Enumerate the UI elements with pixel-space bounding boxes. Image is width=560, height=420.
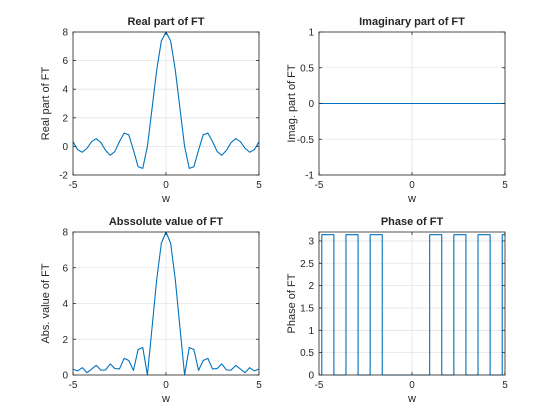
x-tick-label: 5	[256, 380, 262, 391]
x-axis-label: w	[161, 193, 170, 205]
x-tick-label: 0	[409, 180, 415, 191]
y-tick-label: 6	[62, 263, 68, 274]
y-tick-label: 2.5	[300, 259, 314, 270]
x-axis-label: w	[407, 393, 416, 405]
x-tick-label: -5	[315, 380, 324, 391]
y-tick-label: 2	[62, 335, 68, 346]
x-tick-label: 5	[256, 180, 262, 191]
y-tick-label: 1.5	[300, 303, 314, 314]
x-tick-label: -5	[69, 180, 78, 191]
x-tick-label: 0	[409, 380, 415, 391]
y-tick-label: 4	[62, 85, 68, 96]
y-axis-label: Imag. part of FT	[286, 64, 298, 143]
y-axis-label: Phase of FT	[286, 273, 298, 333]
subplot-2: -5 0 5 -1 -0.5 0 0.5 1 Imaginary part of FT w Imag…	[286, 16, 508, 205]
y-tick-label: 0	[62, 142, 68, 153]
y-tick-label: 3	[308, 236, 314, 247]
y-tick-label: -0.5	[297, 135, 315, 146]
y-tick-label: -1	[305, 171, 314, 182]
x-axis-label: w	[407, 193, 416, 205]
y-tick-label: 0.5	[300, 63, 314, 74]
x-tick-label: 0	[163, 380, 169, 391]
y-tick-label: -2	[59, 171, 68, 182]
x-tick-label: -5	[69, 380, 78, 391]
y-tick-label: 0	[308, 99, 314, 110]
y-axis-label: Real part of FT	[40, 67, 52, 141]
y-tick-label: 2	[308, 281, 314, 292]
x-tick-label: 0	[163, 180, 169, 191]
y-tick-label: 6	[62, 56, 68, 67]
y-tick-label: 2	[62, 113, 68, 124]
y-tick-label: 0	[308, 371, 314, 382]
y-tick-label: 1	[308, 28, 314, 39]
x-axis-label: w	[161, 393, 170, 405]
y-axis-label: Abs. value of FT	[40, 263, 52, 343]
chart-title: Real part of FT	[127, 16, 204, 28]
x-tick-label: 5	[502, 380, 508, 391]
subplot-1: -5 0 5 -2 0 2 4 6 8 Real part of FT w Real part of …	[40, 16, 262, 205]
y-tick-label: 8	[62, 28, 68, 39]
x-tick-label: -5	[315, 180, 324, 191]
chart-title: Imaginary part of FT	[359, 16, 465, 28]
chart-title: Phase of FT	[381, 216, 444, 228]
y-tick-label: 0	[62, 371, 68, 382]
y-tick-label: 4	[62, 299, 68, 310]
y-tick-label: 1	[308, 326, 314, 337]
chart-title: Abssolute value of FT	[109, 216, 224, 228]
x-tick-label: 5	[502, 180, 508, 191]
y-tick-label: 8	[62, 228, 68, 239]
y-tick-label: 0.5	[300, 348, 314, 359]
